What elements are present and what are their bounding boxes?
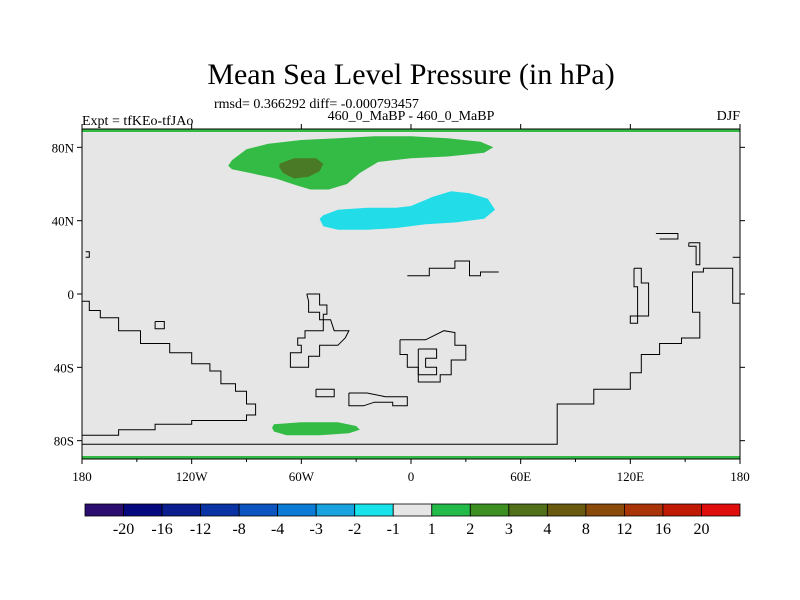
colorbar-label: -8 (232, 521, 245, 538)
chart-title: Mean Sea Level Pressure (in hPa) (207, 58, 614, 91)
y-tick-label: 80N (52, 140, 75, 155)
polar-band-south (82, 456, 740, 459)
colorbar-swatch (238, 503, 279, 517)
colorbar-label: 8 (582, 521, 590, 538)
coastline-3 (399, 330, 467, 383)
coastline-5 (407, 260, 499, 277)
colorbar-swatch (354, 503, 394, 517)
coastline-4 (417, 348, 438, 376)
colorbar-label: 20 (693, 521, 709, 538)
colorbar-swatch (123, 503, 163, 517)
colorbar-label: 1 (428, 521, 436, 538)
colorbar-swatch (431, 503, 471, 517)
colorbar-swatch (701, 503, 741, 517)
colorbar-swatch (469, 503, 510, 517)
colorbar-label: -3 (310, 521, 323, 538)
colorbar-label: -12 (190, 521, 211, 538)
x-tick-label: 60W (289, 469, 315, 484)
colorbar-swatch (624, 503, 664, 517)
colorbar-swatch (508, 503, 548, 517)
season-label: DJF (717, 109, 741, 124)
colorbar-swatch (84, 503, 124, 517)
coastline-10 (655, 233, 679, 240)
coastline-1 (82, 267, 740, 445)
coastline-6 (315, 388, 335, 398)
colorbar-label: 4 (543, 521, 551, 538)
x-tick-label: 60E (510, 469, 531, 484)
x-tick-label: 180 (72, 469, 92, 484)
colorbar-swatch (392, 503, 433, 517)
coastline-0 (82, 300, 257, 436)
coastline-12 (629, 267, 650, 324)
y-tick-label: 40S (54, 360, 74, 375)
y-tick-label: 80S (54, 434, 74, 449)
stats-label: rmsd= 0.366292 diff= -0.000793457 (214, 97, 419, 112)
map-background (82, 129, 740, 459)
region-greenland-positive-core (279, 158, 324, 179)
colorbar-label: 3 (505, 521, 513, 538)
colorbar: -20 -16 -12 -8 -4 -3 -2 -1 1 2 3 4 8 12 16 20 (84, 503, 741, 538)
colorbar-label: -1 (387, 521, 400, 538)
region-eurasia-negative (319, 191, 496, 230)
x-tick-label: 0 (408, 469, 415, 484)
colorbar-label: -4 (271, 521, 284, 538)
colorbar-label: 12 (616, 521, 632, 538)
coastline-9 (85, 251, 90, 258)
colorbar-swatch (200, 503, 240, 517)
map-plot-area (82, 129, 740, 459)
colorbar-swatch (585, 503, 625, 517)
colorbar-label: -20 (113, 521, 134, 538)
experiment-label: Expt = tfKEo-tfJAo (82, 114, 193, 129)
y-tick-label: 0 (68, 287, 75, 302)
x-tick-label: 120E (617, 469, 645, 484)
colorbar-swatch (662, 503, 702, 517)
colorbar-swatch (277, 503, 317, 517)
map-axes: 180 120W 60W 0 60E 120E 180 80N 40N 0 40S 80S (52, 124, 750, 484)
colorbar-label: 16 (655, 521, 671, 538)
coastline-7 (348, 392, 408, 407)
colorbar-label: 2 (466, 521, 474, 538)
x-tick-label: 180 (730, 469, 750, 484)
coastline-11 (688, 242, 701, 266)
colorbar-swatch (315, 503, 356, 517)
colorbar-swatch (161, 503, 201, 517)
colorbar-swatch (546, 503, 587, 517)
x-tick-label: 120W (176, 469, 209, 484)
y-tick-label: 40N (52, 214, 75, 229)
colorbar-label: -2 (348, 521, 361, 538)
colorbar-label: -16 (151, 521, 172, 538)
coastline-8 (154, 321, 165, 330)
region-southern-ocean-positive (272, 422, 360, 436)
period-label: 460_0_MaBP - 460_0_MaBP (328, 109, 495, 124)
coastline-2 (289, 293, 350, 368)
polar-band-north (82, 129, 740, 132)
